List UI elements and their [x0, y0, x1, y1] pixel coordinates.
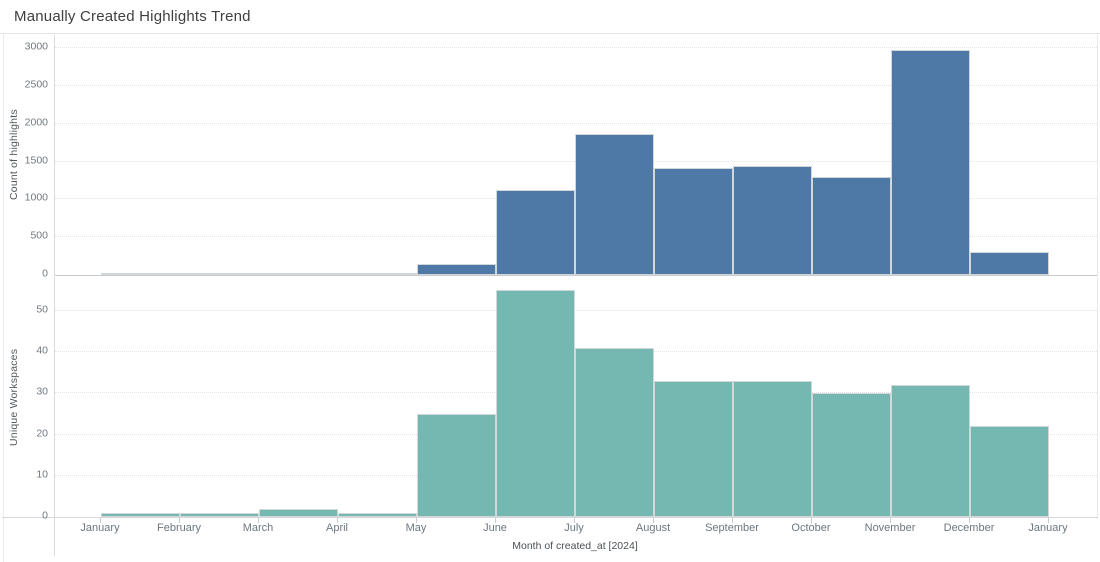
x-tick-label-april-3: April [325, 522, 349, 534]
x-tick-mark-8 [732, 518, 733, 523]
x-tick-mark-10 [890, 518, 891, 523]
x-tick-mark-7 [653, 518, 654, 523]
x-tick-mark-11 [969, 518, 970, 523]
y-axis-extension-line [54, 517, 55, 556]
x-tick-mark-6 [574, 518, 575, 523]
y-tick-label-count-500: 500 [30, 229, 48, 242]
y-tick-label-workspaces-20: 20 [36, 427, 48, 440]
bar-workspaces-february[interactable] [180, 512, 259, 517]
bar-count-may[interactable] [417, 263, 496, 275]
bar-workspaces-april[interactable] [338, 512, 417, 517]
x-tick-label-february-1: February [156, 522, 202, 534]
x-tick-label-january-12: January [1028, 522, 1068, 534]
bar-workspaces-june[interactable] [496, 290, 575, 517]
x-axis-line [2, 517, 1096, 518]
y-tick-label-count-3000: 3000 [24, 40, 48, 53]
gridline-50 [55, 310, 1097, 311]
x-tick-label-august-7: August [635, 522, 671, 534]
x-tick-mark-4 [416, 518, 417, 523]
chart-title: Manually Created Highlights Trend [14, 8, 251, 25]
y-tick-label-workspaces-50: 50 [36, 303, 48, 316]
bar-count-september[interactable] [733, 166, 812, 275]
bar-count-december[interactable] [970, 251, 1049, 275]
bar-workspaces-december[interactable] [970, 426, 1049, 517]
bar-count-january[interactable] [101, 273, 180, 275]
y-tick-label-count-2000: 2000 [24, 116, 48, 129]
x-tick-label-may-4: May [405, 522, 427, 534]
y-tick-label-count-1500: 1500 [24, 154, 48, 167]
bar-count-april[interactable] [338, 273, 417, 275]
bar-count-november[interactable] [891, 50, 970, 275]
bar-workspaces-august[interactable] [654, 381, 733, 517]
bar-workspaces-march[interactable] [259, 508, 338, 517]
bar-workspaces-september[interactable] [733, 381, 812, 517]
x-tick-mark-0 [100, 518, 101, 523]
unique-workspaces-pane [54, 277, 1098, 518]
x-tick-label-january-0: January [80, 522, 120, 534]
worksheet-left-border [3, 33, 4, 562]
bar-workspaces-may[interactable] [417, 414, 496, 517]
title-divider [0, 33, 1100, 34]
y-tick-label-count-1000: 1000 [24, 191, 48, 204]
x-tick-mark-3 [337, 518, 338, 523]
x-tick-label-july-6: July [564, 522, 584, 534]
bar-workspaces-november[interactable] [891, 385, 970, 517]
bar-count-june[interactable] [496, 190, 575, 275]
x-tick-mark-1 [179, 518, 180, 523]
bar-workspaces-january[interactable] [101, 512, 180, 517]
x-tick-label-december-11: December [943, 522, 995, 534]
bar-count-july[interactable] [575, 133, 654, 275]
x-tick-mark-12 [1048, 518, 1049, 523]
y-tick-label-workspaces-30: 30 [36, 385, 48, 398]
y-tick-label-workspaces-0: 0 [42, 509, 48, 522]
x-tick-label-october-9: October [791, 522, 831, 534]
x-tick-mark-9 [811, 518, 812, 523]
x-tick-label-march-2: March [242, 522, 274, 534]
gridline-2000 [55, 122, 1097, 124]
gridline-3000 [55, 47, 1097, 48]
bar-workspaces-july[interactable] [575, 348, 654, 517]
bar-workspaces-october[interactable] [812, 393, 891, 517]
x-tick-label-november-10: November [864, 522, 916, 534]
x-tick-label-june-5: June [483, 522, 507, 534]
bar-count-february[interactable] [180, 273, 259, 275]
gridline-2500 [55, 84, 1097, 86]
bar-count-august[interactable] [654, 168, 733, 275]
count-of-highlights-pane [54, 35, 1098, 276]
x-tick-label-september-8: September [705, 522, 759, 534]
y-tick-label-workspaces-10: 10 [36, 468, 48, 481]
x-tick-mark-5 [495, 518, 496, 523]
y-tick-label-workspaces-40: 40 [36, 344, 48, 357]
x-tick-mark-2 [258, 518, 259, 523]
bar-count-october[interactable] [812, 176, 891, 275]
bar-count-march[interactable] [259, 272, 338, 275]
y-tick-label-count-0: 0 [42, 267, 48, 280]
y-tick-label-count-2500: 2500 [24, 78, 48, 91]
x-axis-title: Month of created_at [2024] [512, 540, 638, 552]
